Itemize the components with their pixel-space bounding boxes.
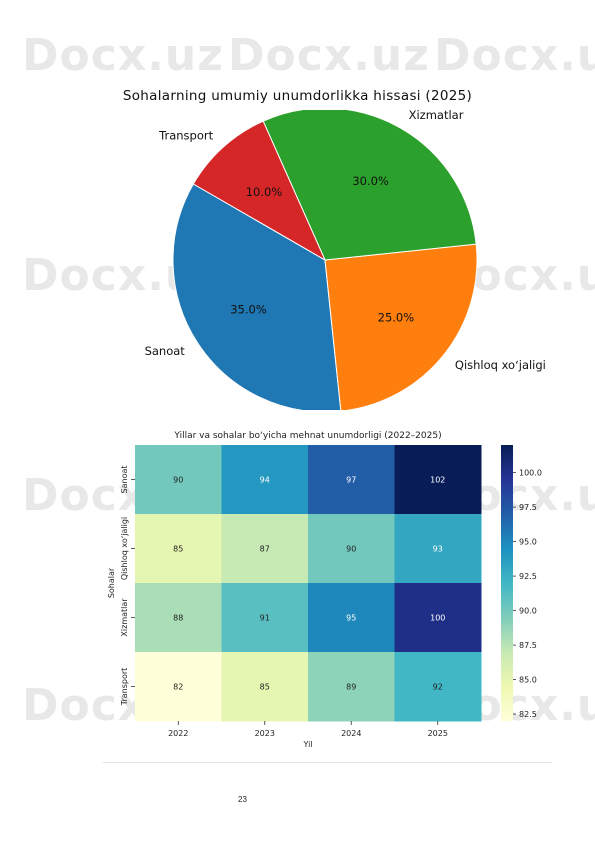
heatmap-cell-value: 102 xyxy=(430,476,445,485)
heatmap-cell-value: 85 xyxy=(173,545,183,554)
pie-category-label: Xizmatlar xyxy=(409,110,464,122)
pie-percent-label: 30.0% xyxy=(352,174,389,188)
heatmap-cell-value: 100 xyxy=(430,614,445,623)
watermark: Docx.uz xyxy=(228,30,430,81)
heatmap-cell-value: 94 xyxy=(260,476,270,485)
heatmap-cell xyxy=(135,514,222,584)
y-tick-label: Sanoat xyxy=(120,466,129,494)
heatmap-cell xyxy=(308,445,395,515)
pie-percent-label: 25.0% xyxy=(378,310,415,324)
pie-category-label: Transport xyxy=(158,129,213,143)
page-number: 23 xyxy=(238,795,247,804)
heatmap-cell-value: 89 xyxy=(346,683,356,692)
colorbar xyxy=(501,445,513,721)
colorbar-tick-label: 85.0 xyxy=(519,676,537,685)
heatmap-cell xyxy=(221,583,309,653)
x-axis-label: Yil xyxy=(302,740,312,749)
pie-chart-title: Sohalarning umumiy unumdorlikka hissasi … xyxy=(122,88,473,104)
heatmap-cell-value: 95 xyxy=(346,614,356,623)
pie-slice xyxy=(172,183,342,410)
heatmap-cell-value: 93 xyxy=(433,545,443,554)
heatmap-cell xyxy=(308,583,395,653)
heatmap-chart: 90 94 97 102 85 87 90 93 88 91 95 100 82 85 89 92 2022 20… xyxy=(107,445,542,749)
x-tick-label: 2023 xyxy=(255,729,275,738)
pie-slice xyxy=(192,120,327,262)
pie-percent-label: 35.0% xyxy=(230,303,267,317)
y-axis-label: Sohalar xyxy=(107,567,116,598)
heatmap-cell xyxy=(394,445,482,515)
colorbar-tick-label: 92.5 xyxy=(519,572,537,581)
pie-slice xyxy=(262,110,477,261)
heatmap-cell xyxy=(221,445,309,515)
heatmap-cell xyxy=(308,652,395,722)
pie-slice xyxy=(324,243,478,410)
heatmap-cell-value: 90 xyxy=(346,545,356,554)
x-tick-label: 2025 xyxy=(428,729,448,738)
page-divider xyxy=(103,762,552,763)
heatmap-cell xyxy=(135,445,222,515)
colorbar-tick-label: 97.5 xyxy=(519,503,537,512)
heatmap-cell xyxy=(221,514,309,584)
heatmap-cell xyxy=(394,514,482,584)
pie-category-label: Sanoat xyxy=(145,344,186,358)
y-tick-label: Transport xyxy=(120,668,129,707)
heatmap-cell xyxy=(394,652,482,722)
heatmap-cell-value: 88 xyxy=(173,614,183,623)
watermark: Docx.uz xyxy=(434,30,595,81)
heatmap-cell xyxy=(221,652,309,722)
heatmap-cell-value: 82 xyxy=(173,683,183,692)
x-tick-label: 2022 xyxy=(168,729,188,738)
colorbar-tick-label: 87.5 xyxy=(519,641,537,650)
heatmap-cell xyxy=(135,583,222,653)
heatmap-cell-value: 91 xyxy=(260,614,270,623)
x-tick-label: 2024 xyxy=(341,729,361,738)
heatmap-cell xyxy=(308,514,395,584)
watermark: Docx.uz xyxy=(22,30,224,81)
y-tick-label: Xizmatlar xyxy=(120,598,129,637)
pie-chart: 35.0% Sanoat 25.0% Qishloq xoʻjaligi 30.0% Xi… xyxy=(145,110,546,410)
heatmap-cell-value: 92 xyxy=(433,683,443,692)
heatmap-cell xyxy=(394,583,482,653)
colorbar-tick-label: 82.5 xyxy=(519,710,537,719)
colorbar-tick-label: 90.0 xyxy=(519,607,537,616)
pie-percent-label: 10.0% xyxy=(246,185,283,199)
heatmap-cell-value: 87 xyxy=(260,545,270,554)
heatmap-cell-value: 90 xyxy=(173,476,183,485)
pie-category-label: Qishloq xoʻjaligi xyxy=(455,358,546,372)
colorbar-tick-label: 95.0 xyxy=(519,538,537,547)
heatmap-cell xyxy=(135,652,222,722)
heatmap-title: Yillar va sohalar bo‘yicha mehnat unumdo… xyxy=(174,431,442,441)
heatmap-cell-value: 97 xyxy=(346,476,356,485)
y-tick-label: Qishloq xoʻjaligi xyxy=(120,517,129,580)
colorbar-tick-label: 100.0 xyxy=(519,469,542,478)
heatmap-cell-value: 85 xyxy=(260,683,270,692)
